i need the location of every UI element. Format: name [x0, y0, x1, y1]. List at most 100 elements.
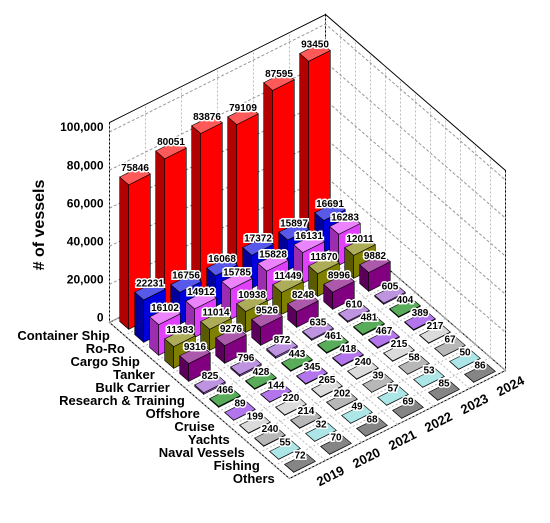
- bar: [308, 254, 340, 297]
- bar: [269, 440, 301, 460]
- bar-top: [332, 346, 364, 366]
- value-label: 418: [340, 344, 357, 355]
- category-label: Fishing: [214, 458, 260, 473]
- value-label: 404: [397, 295, 414, 306]
- year-label: 2022: [422, 409, 455, 435]
- category-label: Cargo Ship: [70, 354, 139, 369]
- bar: [224, 401, 256, 421]
- category-label: Yachts: [188, 432, 230, 447]
- bar-top: [293, 233, 325, 253]
- floor-grid: [244, 331, 461, 440]
- bar-top: [434, 337, 466, 357]
- value-label: 11383: [166, 325, 194, 336]
- bar-side: [299, 52, 310, 240]
- value-label: 265: [319, 375, 336, 386]
- bar: [284, 453, 316, 473]
- category-label: Tanker: [113, 367, 155, 382]
- bar: [317, 333, 349, 354]
- value-label: 240: [355, 357, 372, 368]
- value-label: 16691: [316, 199, 344, 210]
- bar-top: [362, 373, 394, 393]
- value-label: 16068: [208, 254, 236, 265]
- category-label: Others: [233, 471, 275, 486]
- bar-top: [227, 105, 259, 125]
- bar: [209, 387, 241, 408]
- value-label: 202: [334, 388, 351, 399]
- bar-top: [206, 256, 238, 277]
- value-label: 72: [294, 451, 306, 462]
- floor-grid: [274, 357, 491, 466]
- bar: [362, 373, 394, 393]
- value-label: 69: [402, 397, 414, 408]
- bar-top: [449, 350, 481, 370]
- bar: [323, 273, 355, 310]
- bar-top: [314, 201, 346, 221]
- bar: [302, 320, 334, 341]
- value-label: 14912: [187, 287, 215, 298]
- bar-top: [224, 401, 256, 421]
- bar: [464, 363, 496, 383]
- bar-top: [326, 390, 358, 411]
- value-label: 68: [366, 415, 378, 426]
- bar-top: [275, 395, 307, 416]
- bar-top: [155, 139, 187, 160]
- bar-top: [353, 315, 385, 335]
- bar: [344, 236, 376, 279]
- year-label: 2024: [494, 372, 527, 399]
- bar: [254, 426, 286, 447]
- bar: [332, 346, 364, 367]
- value-label: 467: [376, 326, 393, 337]
- year-label: 2020: [350, 445, 383, 471]
- bar: [230, 355, 262, 377]
- value-label: 67: [444, 335, 456, 346]
- bar: [449, 350, 481, 370]
- bar-side: [134, 291, 144, 343]
- bar-top: [392, 399, 424, 419]
- bar-top: [278, 221, 310, 241]
- floor-grid: [199, 292, 416, 401]
- value-label: 240: [262, 424, 279, 435]
- bar-top: [269, 440, 301, 460]
- value-label: 16756: [172, 271, 200, 282]
- value-label: 11870: [310, 252, 338, 263]
- bar-top: [329, 215, 361, 235]
- bar: [341, 404, 373, 424]
- bar: [356, 417, 388, 437]
- value-label: 9316: [184, 342, 207, 353]
- value-label: 15828: [259, 249, 287, 260]
- value-label: 16283: [331, 213, 359, 224]
- bar-top: [257, 252, 289, 272]
- bar: [434, 337, 466, 357]
- bar-top: [200, 310, 232, 330]
- value-label: 215: [391, 339, 408, 350]
- bar-top: [302, 320, 334, 340]
- bar: [368, 328, 400, 349]
- value-label: 17372: [244, 234, 272, 245]
- value-label: 57: [387, 384, 399, 395]
- bar-top: [242, 236, 274, 256]
- y-axis-title: # of vessels: [31, 180, 48, 271]
- value-label: 220: [283, 393, 300, 404]
- bar: [347, 359, 379, 380]
- y-tick-label: 20,000: [67, 273, 104, 287]
- bar-top: [164, 327, 196, 347]
- category-label: Ro-Ro: [86, 341, 125, 356]
- value-label: 80051: [157, 137, 185, 148]
- value-label: 85: [438, 378, 450, 389]
- value-label: 16102: [151, 303, 179, 314]
- grid-line: [109, 23, 506, 181]
- bar: [305, 422, 337, 442]
- bar-top: [251, 308, 283, 328]
- bar-top: [260, 383, 292, 403]
- bar-top: [290, 408, 322, 429]
- category-label: Container Ship: [17, 328, 110, 343]
- bar-side: [119, 176, 129, 330]
- value-label: 39: [372, 371, 384, 382]
- bar-top: [404, 310, 436, 330]
- bar: [227, 105, 259, 276]
- value-label: 872: [274, 335, 291, 346]
- bar-top: [185, 289, 217, 310]
- bar: [287, 292, 319, 328]
- bar-top: [236, 292, 268, 312]
